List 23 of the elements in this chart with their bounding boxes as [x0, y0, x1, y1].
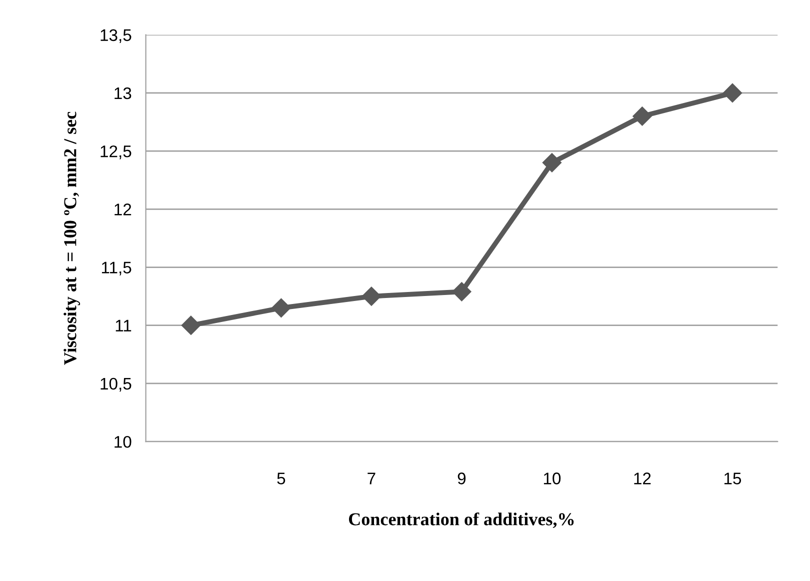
- y-tick-label: 11: [116, 320, 132, 332]
- x-tick-label: 9: [458, 472, 466, 484]
- x-tick-label: 5: [277, 472, 286, 484]
- y-axis-title: Viscosity at t = 100 ºC, mm2 / sec: [64, 112, 80, 365]
- point: [542, 153, 562, 172]
- point: [362, 286, 381, 306]
- y-tick-label: 11,5: [102, 262, 132, 276]
- point: [452, 282, 472, 302]
- point: [272, 298, 291, 318]
- x-axis-title: Concentration of additives,%: [348, 512, 574, 528]
- point: [722, 83, 742, 102]
- y-tick-label: 13,5: [100, 29, 132, 44]
- y-tick-label: 13: [114, 87, 132, 100]
- x-tick-label: 10: [544, 472, 561, 484]
- x-tick-label: 12: [634, 472, 651, 484]
- x-tick-label: 7: [368, 472, 376, 484]
- y-tick-label: 12: [114, 204, 132, 216]
- y-tick-label: 10: [114, 436, 132, 448]
- x-tick-label: 15: [724, 472, 742, 484]
- point: [632, 106, 652, 126]
- y-tick-label: 10,5: [100, 378, 132, 392]
- y-tick-label: 12,5: [100, 145, 132, 160]
- point: [181, 316, 200, 335]
